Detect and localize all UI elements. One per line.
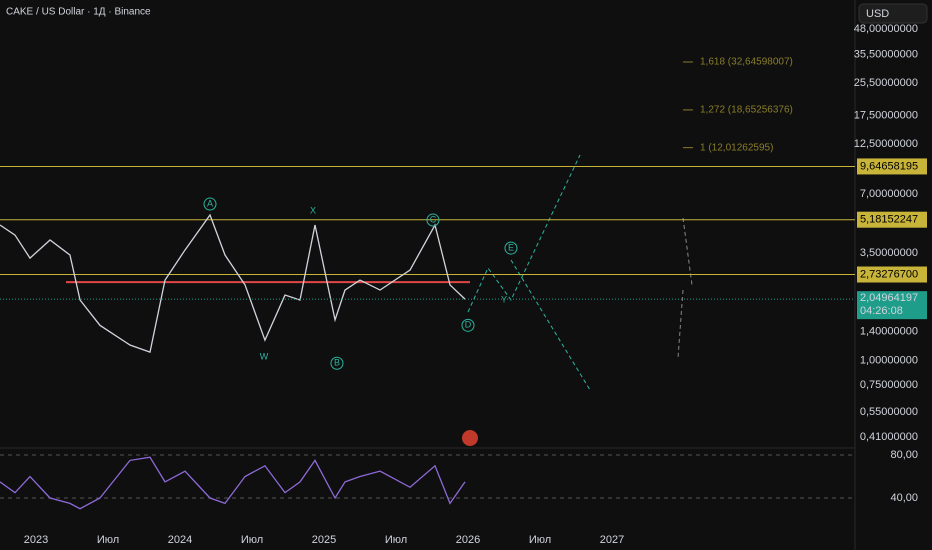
wave-label: W: [260, 352, 269, 362]
projection-up: [467, 154, 581, 313]
x-tick-label: Июл: [529, 534, 551, 546]
wave-label: B: [334, 358, 340, 368]
y-tick-label: 0,41000000: [860, 431, 918, 443]
y-tick-label: 25,50000000: [854, 77, 918, 89]
y-tick-label: 1,00000000: [860, 355, 918, 367]
y-tick-label: 17,50000000: [854, 109, 918, 121]
wave-label: C: [430, 214, 437, 224]
projection-range: [677, 217, 693, 359]
x-tick-label: Июл: [241, 534, 263, 546]
last-price-tag: [857, 291, 927, 320]
price-line: [0, 213, 466, 353]
y-tick-label: 3,50000000: [860, 247, 918, 259]
x-tick-label: 2027: [600, 534, 624, 546]
x-tick-label: 2023: [24, 534, 48, 546]
x-tick-label: 2026: [456, 534, 480, 546]
fib-label: 1 (12,01262595): [700, 142, 773, 153]
wave-circle: [426, 213, 440, 227]
level-tag: [857, 158, 927, 175]
last-price-label: 2,04964197: [860, 292, 918, 304]
projection-down: [510, 259, 591, 391]
y-tick-label: 48,00000000: [854, 23, 918, 35]
level-label: 9,64658195: [860, 160, 918, 172]
x-tick-label: 2025: [312, 534, 336, 546]
y-tick-label: 80,00: [890, 449, 918, 461]
x-tick-label: Июл: [385, 534, 407, 546]
wave-circle: [504, 241, 518, 255]
wave-label: X: [310, 205, 316, 215]
countdown-label: 04:26:08: [860, 305, 903, 317]
y-tick-label: 12,50000000: [854, 138, 918, 150]
wave-circle: [330, 356, 344, 370]
wave-circle: [461, 318, 475, 332]
symbol-title: CAKE / US Dollar · 1Д · Binance: [6, 7, 151, 18]
fib-label: 1,272 (18,65256376): [700, 105, 793, 116]
y-tick-label: 0,55000000: [860, 406, 918, 418]
y-tick-label: 7,00000000: [860, 188, 918, 200]
level-label: 5,18152247: [860, 214, 918, 226]
wave-label: A: [207, 198, 213, 208]
wave-label: D: [465, 320, 472, 330]
currency-label: USD: [866, 8, 889, 20]
rsi-line: [0, 456, 466, 510]
wave-label: Y: [501, 294, 507, 304]
y-tick-label: 0,75000000: [860, 379, 918, 391]
wave-circle: [203, 197, 217, 211]
level-tag: [857, 266, 927, 283]
y-tick-label: 1,40000000: [860, 326, 918, 338]
y-tick-label: 35,50000000: [854, 49, 918, 61]
level-label: 2,73276700: [860, 268, 918, 280]
event-icon[interactable]: [462, 430, 478, 446]
currency-button[interactable]: [858, 3, 928, 24]
wave-label: E: [508, 242, 514, 252]
y-tick-label: 40,00: [890, 492, 918, 504]
x-tick-label: Июл: [97, 534, 119, 546]
level-tag: [857, 211, 927, 228]
fib-label: 1,618 (32,64598007): [700, 57, 793, 68]
wave-projection: [467, 154, 693, 391]
x-tick-label: 2024: [168, 534, 192, 546]
